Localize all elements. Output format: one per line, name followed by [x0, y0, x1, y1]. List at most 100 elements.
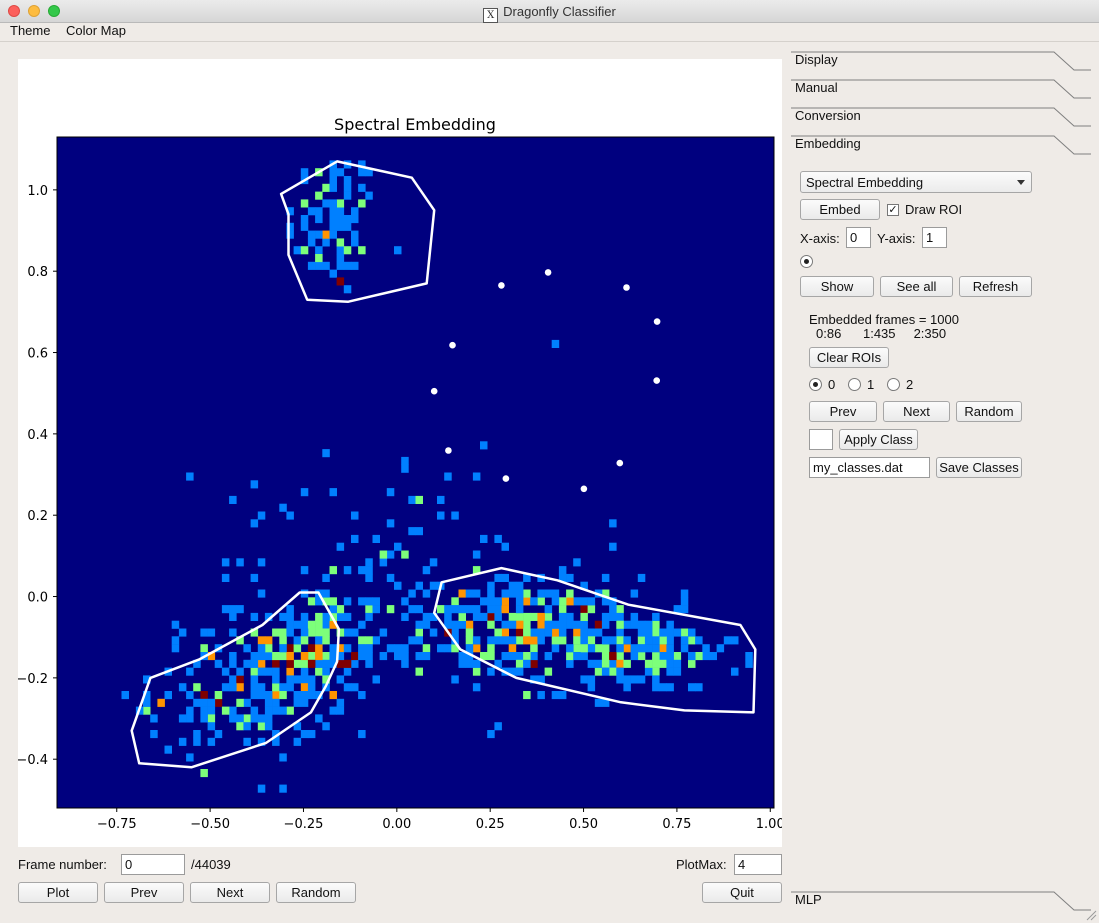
heatmap-cell	[623, 659, 631, 668]
heatmap-cell	[250, 683, 259, 692]
menu-theme[interactable]: Theme	[10, 23, 51, 38]
heatmap-cell	[616, 644, 624, 653]
heatmap-cell	[272, 706, 280, 715]
heatmap-cell	[272, 698, 280, 707]
frame-number-input[interactable]	[121, 854, 185, 875]
see-all-button[interactable]: See all	[880, 276, 953, 297]
frame-number-label: Frame number:	[18, 857, 107, 872]
show-button[interactable]: Show	[800, 276, 874, 297]
heatmap-cell	[523, 652, 531, 661]
heatmap-cell	[458, 620, 466, 629]
heatmap-cell	[544, 612, 553, 621]
close-window-button[interactable]	[8, 5, 20, 17]
heatmap-cell	[573, 652, 581, 661]
tab-embedding-border	[791, 135, 1091, 155]
draw-roi-checkbox[interactable]: ✓	[887, 204, 899, 216]
embedding-chart[interactable]: Spectral Embedding −0.75 −0.50 −0.25 0.00 0.…	[16, 59, 784, 847]
tab-embedding[interactable]: Embedding	[791, 135, 1099, 163]
tab-manual[interactable]: Manual	[791, 79, 1099, 107]
heatmap-cell	[415, 628, 423, 637]
heatmap-cell	[300, 222, 309, 231]
heatmap-cell	[401, 456, 409, 465]
marker-point	[445, 447, 452, 454]
class-prev-button[interactable]: Prev	[809, 401, 877, 422]
heatmap-cell	[286, 675, 294, 684]
heatmap-cell	[652, 683, 660, 692]
quit-button[interactable]: Quit	[702, 882, 782, 903]
heatmap-cell	[322, 675, 330, 684]
heatmap-cell	[465, 652, 474, 661]
heatmap-cell	[558, 620, 567, 629]
heatmap-cell	[358, 597, 366, 606]
heatmap-cell	[365, 558, 373, 567]
heatmap-cell	[644, 659, 653, 668]
embedded-frames-info: Embedded frames = 1000	[809, 312, 959, 327]
marker-point	[502, 475, 510, 482]
heatmap-cell	[601, 620, 610, 629]
x11-icon: X	[483, 8, 499, 23]
heatmap-cell	[544, 620, 553, 629]
plot-canvas[interactable]: Spectral Embedding −0.75 −0.50 −0.25 0.00 0.…	[16, 59, 785, 847]
class-radio-0-label: 0	[828, 377, 836, 392]
apply-class-button[interactable]: Apply Class	[839, 429, 918, 450]
roi-polygon[interactable]	[432, 566, 757, 714]
heatmap-cell	[351, 215, 359, 224]
plot-random-button[interactable]: Random	[276, 882, 356, 903]
heatmap-cell	[480, 597, 488, 606]
heatmap-cell	[429, 558, 438, 567]
plot-next-button[interactable]: Next	[190, 882, 270, 903]
heatmap-cell	[537, 612, 545, 621]
heatmap-cell	[379, 652, 388, 661]
class-radio-2-label: 2	[906, 377, 914, 392]
plot-frame	[56, 136, 775, 809]
heatmap-cell	[229, 652, 237, 661]
x-tick-label: −0.75	[97, 817, 137, 832]
save-classes-button[interactable]: Save Classes	[936, 457, 1022, 478]
roi-polygon[interactable]	[130, 591, 341, 769]
plot-button[interactable]: Plot	[18, 882, 98, 903]
heatmap-cell	[487, 612, 495, 621]
plot-prev-button[interactable]: Prev	[104, 882, 184, 903]
x-tick-label: −0.50	[190, 817, 230, 832]
resize-grip-icon[interactable]	[1085, 909, 1097, 921]
class-radio-0[interactable]	[809, 378, 822, 391]
refresh-button[interactable]: Refresh	[959, 276, 1032, 297]
heatmap-cell	[307, 730, 316, 739]
tab-conversion[interactable]: Conversion	[791, 107, 1099, 135]
roi-polygon[interactable]	[279, 160, 436, 303]
heatmap-cell	[558, 573, 567, 582]
axis-radio[interactable]	[800, 255, 813, 268]
tab-mlp[interactable]: MLP	[791, 891, 1099, 919]
class-radio-2[interactable]	[887, 378, 900, 391]
heatmap-cell	[150, 730, 158, 739]
class-next-button[interactable]: Next	[883, 401, 950, 422]
heatmap-cell	[666, 652, 674, 661]
y-axis-input[interactable]	[922, 227, 947, 248]
heatmap-cell	[415, 527, 423, 536]
plotmax-input[interactable]	[734, 854, 782, 875]
heatmap-cell	[472, 667, 481, 676]
heatmap-cell	[601, 698, 610, 707]
clear-rois-button[interactable]: Clear ROIs	[809, 347, 889, 368]
heatmap-cell	[250, 628, 259, 637]
embedding-method-select[interactable]: Spectral Embedding	[800, 171, 1032, 193]
zoom-window-button[interactable]	[48, 5, 60, 17]
embed-button[interactable]: Embed	[800, 199, 880, 220]
heatmap-cell	[336, 254, 345, 263]
class-random-button[interactable]: Random	[956, 401, 1022, 422]
class-color-swatch[interactable]	[809, 429, 833, 450]
classes-file-input[interactable]	[809, 457, 930, 478]
class-radio-1[interactable]	[848, 378, 861, 391]
marker-points	[430, 269, 661, 493]
heatmap-cell	[300, 683, 309, 692]
frame-total-label: /44039	[191, 857, 231, 872]
menu-color-map[interactable]: Color Map	[66, 23, 126, 38]
heatmap-cell	[286, 605, 294, 614]
heatmap-cell	[178, 628, 187, 637]
heatmap-cell	[236, 683, 244, 692]
heatmap-cell	[487, 620, 495, 629]
tab-display[interactable]: Display	[791, 51, 1099, 79]
minimize-window-button[interactable]	[28, 5, 40, 17]
heatmap-cell	[580, 644, 588, 653]
x-axis-input[interactable]	[846, 227, 871, 248]
